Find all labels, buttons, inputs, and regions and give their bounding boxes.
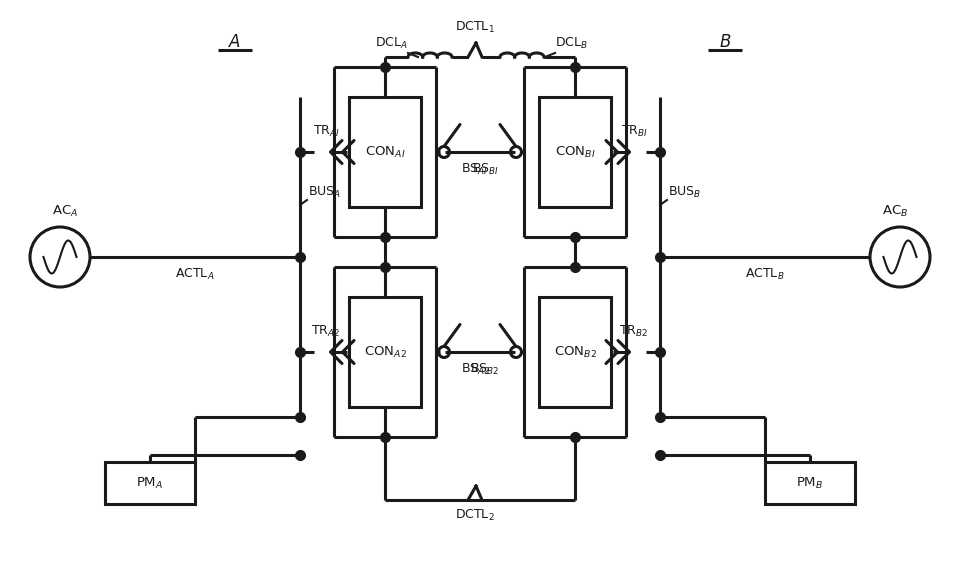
Text: DCL$_B$: DCL$_B$ xyxy=(555,36,588,51)
Text: TR$_{AI}$: TR$_{AI}$ xyxy=(313,124,340,139)
Text: A: A xyxy=(229,33,241,51)
Text: DCTL$_2$: DCTL$_2$ xyxy=(455,508,494,523)
Text: AC$_A$: AC$_A$ xyxy=(52,204,78,219)
Bar xyxy=(349,97,421,207)
Text: B: B xyxy=(719,33,731,51)
Text: ACTL$_B$: ACTL$_B$ xyxy=(745,267,784,282)
Text: PM$_B$: PM$_B$ xyxy=(797,475,824,491)
Text: AC$_B$: AC$_B$ xyxy=(882,204,908,219)
Text: CON$_{AI}$: CON$_{AI}$ xyxy=(365,144,405,160)
Text: ACTL$_A$: ACTL$_A$ xyxy=(176,267,215,282)
Text: BS$_{AI}$: BS$_{AI}$ xyxy=(461,162,488,177)
Text: TR$_{A2}$: TR$_{A2}$ xyxy=(311,324,341,339)
Text: BS$_{B2}$: BS$_{B2}$ xyxy=(469,362,499,377)
Bar xyxy=(105,462,195,504)
Text: DCTL$_1$: DCTL$_1$ xyxy=(455,20,495,35)
Text: TR$_{B2}$: TR$_{B2}$ xyxy=(619,324,649,339)
Text: CON$_{A2}$: CON$_{A2}$ xyxy=(364,345,406,360)
Text: TR$_{BI}$: TR$_{BI}$ xyxy=(620,124,647,139)
Text: DCL$_A$: DCL$_A$ xyxy=(375,36,408,51)
Bar xyxy=(539,97,611,207)
Bar xyxy=(765,462,855,504)
Text: CON$_{B2}$: CON$_{B2}$ xyxy=(554,345,596,360)
Text: BS$_{BI}$: BS$_{BI}$ xyxy=(472,162,499,177)
Text: PM$_A$: PM$_A$ xyxy=(136,475,163,491)
Text: BS$_{A2}$: BS$_{A2}$ xyxy=(461,362,491,377)
Text: BUS$_A$: BUS$_A$ xyxy=(308,185,341,200)
Text: CON$_{BI}$: CON$_{BI}$ xyxy=(555,144,595,160)
Bar xyxy=(349,297,421,407)
Bar xyxy=(539,297,611,407)
Text: BUS$_B$: BUS$_B$ xyxy=(668,185,701,200)
